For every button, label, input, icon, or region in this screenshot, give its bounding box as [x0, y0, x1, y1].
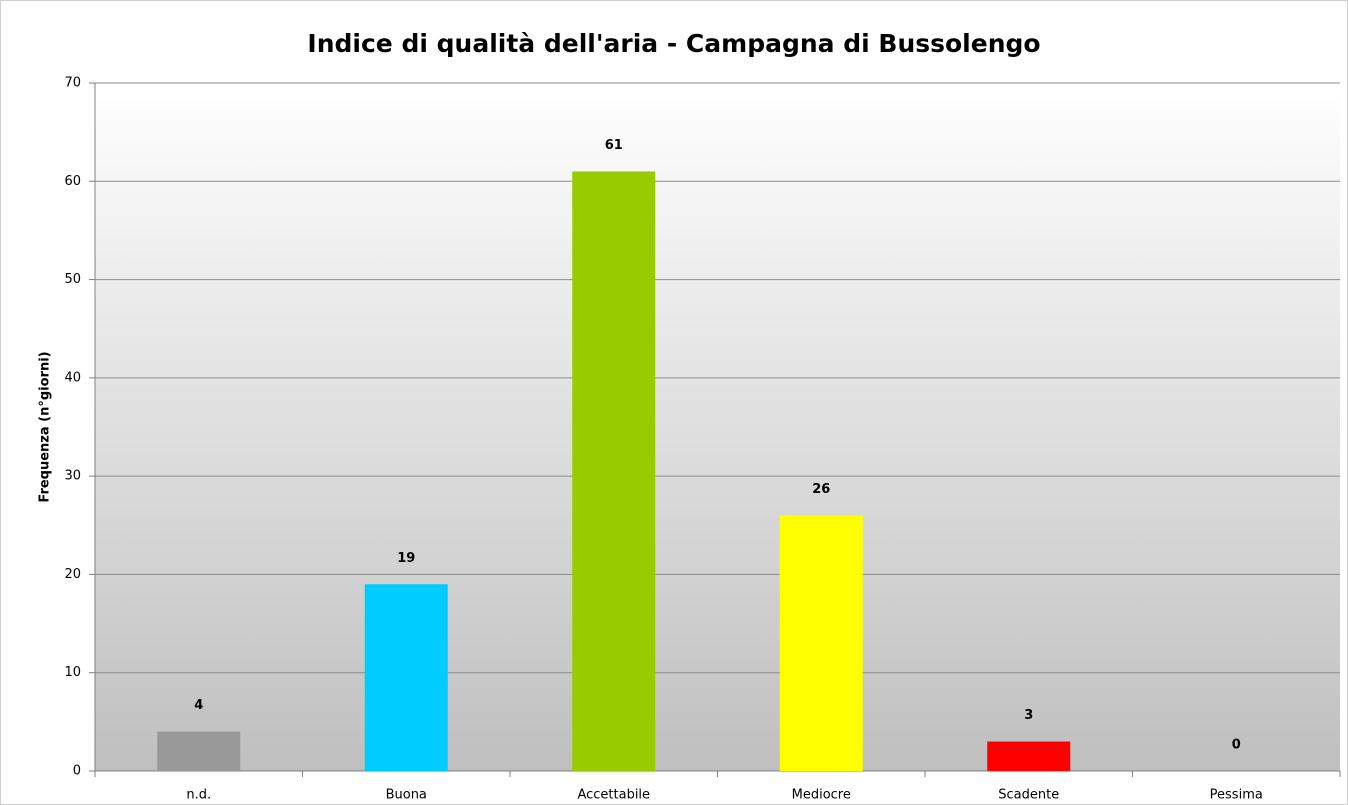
y-tick-label: 20 [64, 567, 81, 582]
y-tick-label: 50 [64, 272, 81, 287]
x-tick-label: Pessima [1210, 788, 1263, 803]
data-label: 4 [194, 698, 203, 713]
bar [157, 731, 241, 771]
data-label: 19 [397, 551, 415, 566]
y-axis-label: Frequenza (n°giorni) [38, 351, 53, 502]
plot-area [95, 83, 1340, 771]
bar [987, 741, 1071, 771]
x-tick-label: Buona [386, 788, 427, 803]
x-tick-label: n.d. [186, 788, 211, 803]
x-tick-label: Accettabile [577, 788, 650, 803]
bar [572, 171, 656, 771]
bar [364, 584, 448, 771]
y-tick-label: 60 [64, 174, 81, 189]
y-tick-label: 40 [64, 370, 81, 385]
y-tick-label: 0 [73, 764, 81, 779]
chart-title: Indice di qualità dell'aria - Campagna d… [307, 29, 1040, 58]
y-tick-label: 30 [64, 469, 81, 484]
bar [779, 515, 863, 771]
data-label: 26 [812, 482, 830, 497]
data-label: 3 [1024, 708, 1033, 723]
data-label: 0 [1232, 738, 1241, 753]
x-tick-label: Mediocre [792, 788, 851, 803]
x-tick-label: Scadente [998, 788, 1059, 803]
data-label: 61 [605, 138, 623, 153]
y-tick-label: 10 [64, 665, 81, 680]
y-tick-label: 70 [64, 76, 81, 91]
